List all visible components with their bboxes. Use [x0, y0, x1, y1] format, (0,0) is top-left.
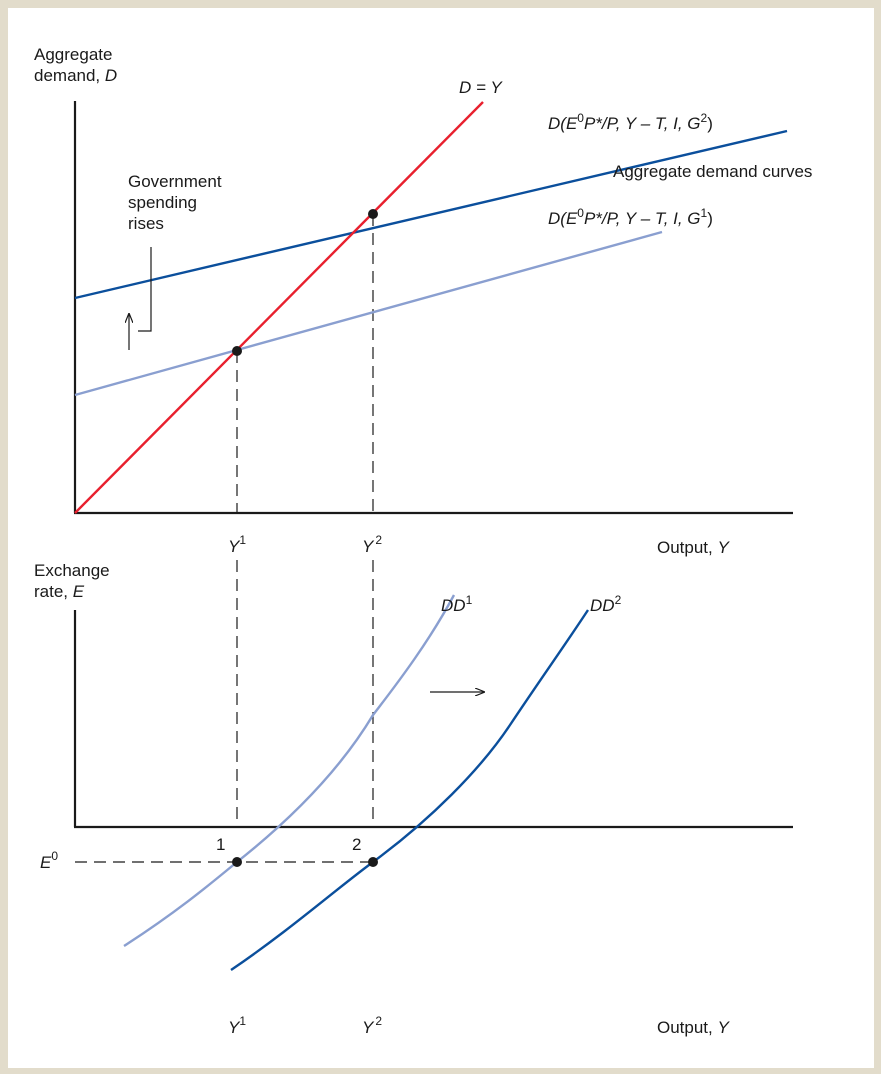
- government-spending-label-line1: Government: [128, 172, 222, 191]
- bottom-panel: Exchange rate, E DD1 DD2 E0 1 2: [34, 560, 793, 971]
- point-1-label: 1: [216, 835, 225, 854]
- line-45-label: D = Y: [459, 78, 503, 97]
- ad-curves-caption: Aggregate demand curves: [613, 162, 812, 181]
- e0-label: E0: [40, 849, 58, 872]
- bottom-y-axis-label-line2: rate, E: [34, 582, 85, 601]
- bottom-xlabel-tick-y1: Y1: [228, 1014, 246, 1037]
- dd1-label: DD1: [441, 593, 473, 615]
- government-spending-label-line2: spending: [128, 193, 197, 212]
- top-x-axis-label: Output, Y: [657, 538, 730, 557]
- ad-curve-g2: [74, 129, 788, 300]
- top-x-tick-y1: Y1: [228, 533, 246, 556]
- top-y-axis-label-line1: Aggregate: [34, 45, 112, 64]
- ad-curve-g1-label: D(E0P*/P, Y – T, I, G1): [548, 206, 713, 228]
- dd2-label: DD2: [590, 593, 622, 615]
- top-equilibrium-point-1: [232, 346, 242, 356]
- bottom-y-axis-label-line1: Exchange: [34, 561, 110, 580]
- line-45-degree: [74, 101, 484, 514]
- top-panel: Aggregate demand, D D = Y D(E0P*/P, Y – …: [34, 45, 812, 557]
- top-equilibrium-point-2: [368, 209, 378, 219]
- bottom-equilibrium-point-1: [232, 857, 242, 867]
- government-spending-label-line3: rises: [128, 214, 164, 233]
- top-y-axis-label-line2: demand, D: [34, 66, 117, 85]
- dd2-curve: [230, 609, 590, 971]
- ad-curve-g1: [74, 230, 663, 397]
- ad-curve-g2-label: D(E0P*/P, Y – T, I, G2): [548, 111, 713, 133]
- point-2-label: 2: [352, 835, 361, 854]
- figure-panel: [8, 8, 874, 1068]
- dd1-curve: [123, 594, 456, 948]
- bottom-x-axis-label: Output, Y: [657, 1018, 730, 1037]
- bottom-equilibrium-point-2: [368, 857, 378, 867]
- government-spending-bracket: [138, 247, 152, 332]
